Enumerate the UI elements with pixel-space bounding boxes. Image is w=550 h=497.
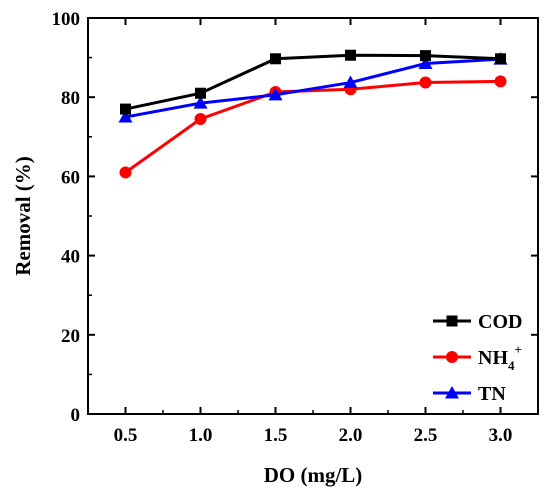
data-point — [195, 87, 206, 99]
series-cod — [120, 49, 506, 115]
plot-area — [87, 17, 539, 415]
y-tick-label: 80 — [61, 88, 80, 109]
legend: COD NH4+ TN — [433, 311, 522, 405]
legend-item: TN — [433, 383, 506, 405]
x-axis-title: DO (mg/L) — [264, 463, 363, 487]
data-point — [343, 75, 358, 89]
y-tick-label: 60 — [61, 167, 80, 188]
x-tick-label: 1.0 — [189, 425, 213, 446]
x-tick-label: 0.5 — [114, 425, 138, 446]
series-line — [125, 57, 501, 119]
series-line — [124, 79, 501, 174]
legend-item: NH4+ — [433, 342, 522, 373]
x-tick-label: 3.0 — [489, 425, 513, 446]
plot-frame — [87, 17, 539, 415]
data-point — [120, 103, 131, 115]
y-tick-label: 20 — [61, 326, 80, 347]
y-tick-label: 40 — [61, 247, 80, 268]
data-point — [494, 75, 507, 88]
x-tick-label: 1.5 — [264, 425, 288, 446]
y-axis: 0 20 40 60 80 100 — [52, 9, 538, 426]
data-point — [345, 49, 356, 61]
series-tn — [118, 52, 508, 123]
data-point — [419, 76, 432, 89]
data-point — [270, 53, 281, 65]
data-point — [118, 110, 133, 123]
series-nh — [119, 75, 507, 179]
legend-label: TN — [478, 383, 506, 405]
data-point — [268, 87, 283, 101]
y-tick-label: 0 — [71, 405, 81, 426]
data-point — [420, 50, 431, 62]
legend-swatch-marker — [446, 315, 458, 327]
legend-item: COD — [433, 311, 522, 333]
legend-label: NH4+ — [478, 342, 522, 373]
series-line — [125, 53, 501, 111]
y-tick-label: 100 — [52, 9, 81, 30]
data-point — [193, 96, 208, 109]
x-tick-label: 2.5 — [414, 425, 438, 446]
y-axis-title: Removal (%) — [11, 156, 35, 276]
data-point — [495, 53, 506, 65]
data-point — [119, 166, 132, 179]
x-axis: 0.5 1.0 1.5 2.0 2.5 3.0 — [114, 18, 513, 446]
data-point — [418, 56, 433, 70]
legend-swatch-marker — [446, 351, 458, 363]
legend-label: COD — [478, 311, 522, 333]
x-tick-label: 2.0 — [339, 425, 363, 446]
legend-swatch-marker — [445, 386, 459, 399]
series-layer — [118, 49, 508, 179]
data-point — [194, 112, 207, 125]
